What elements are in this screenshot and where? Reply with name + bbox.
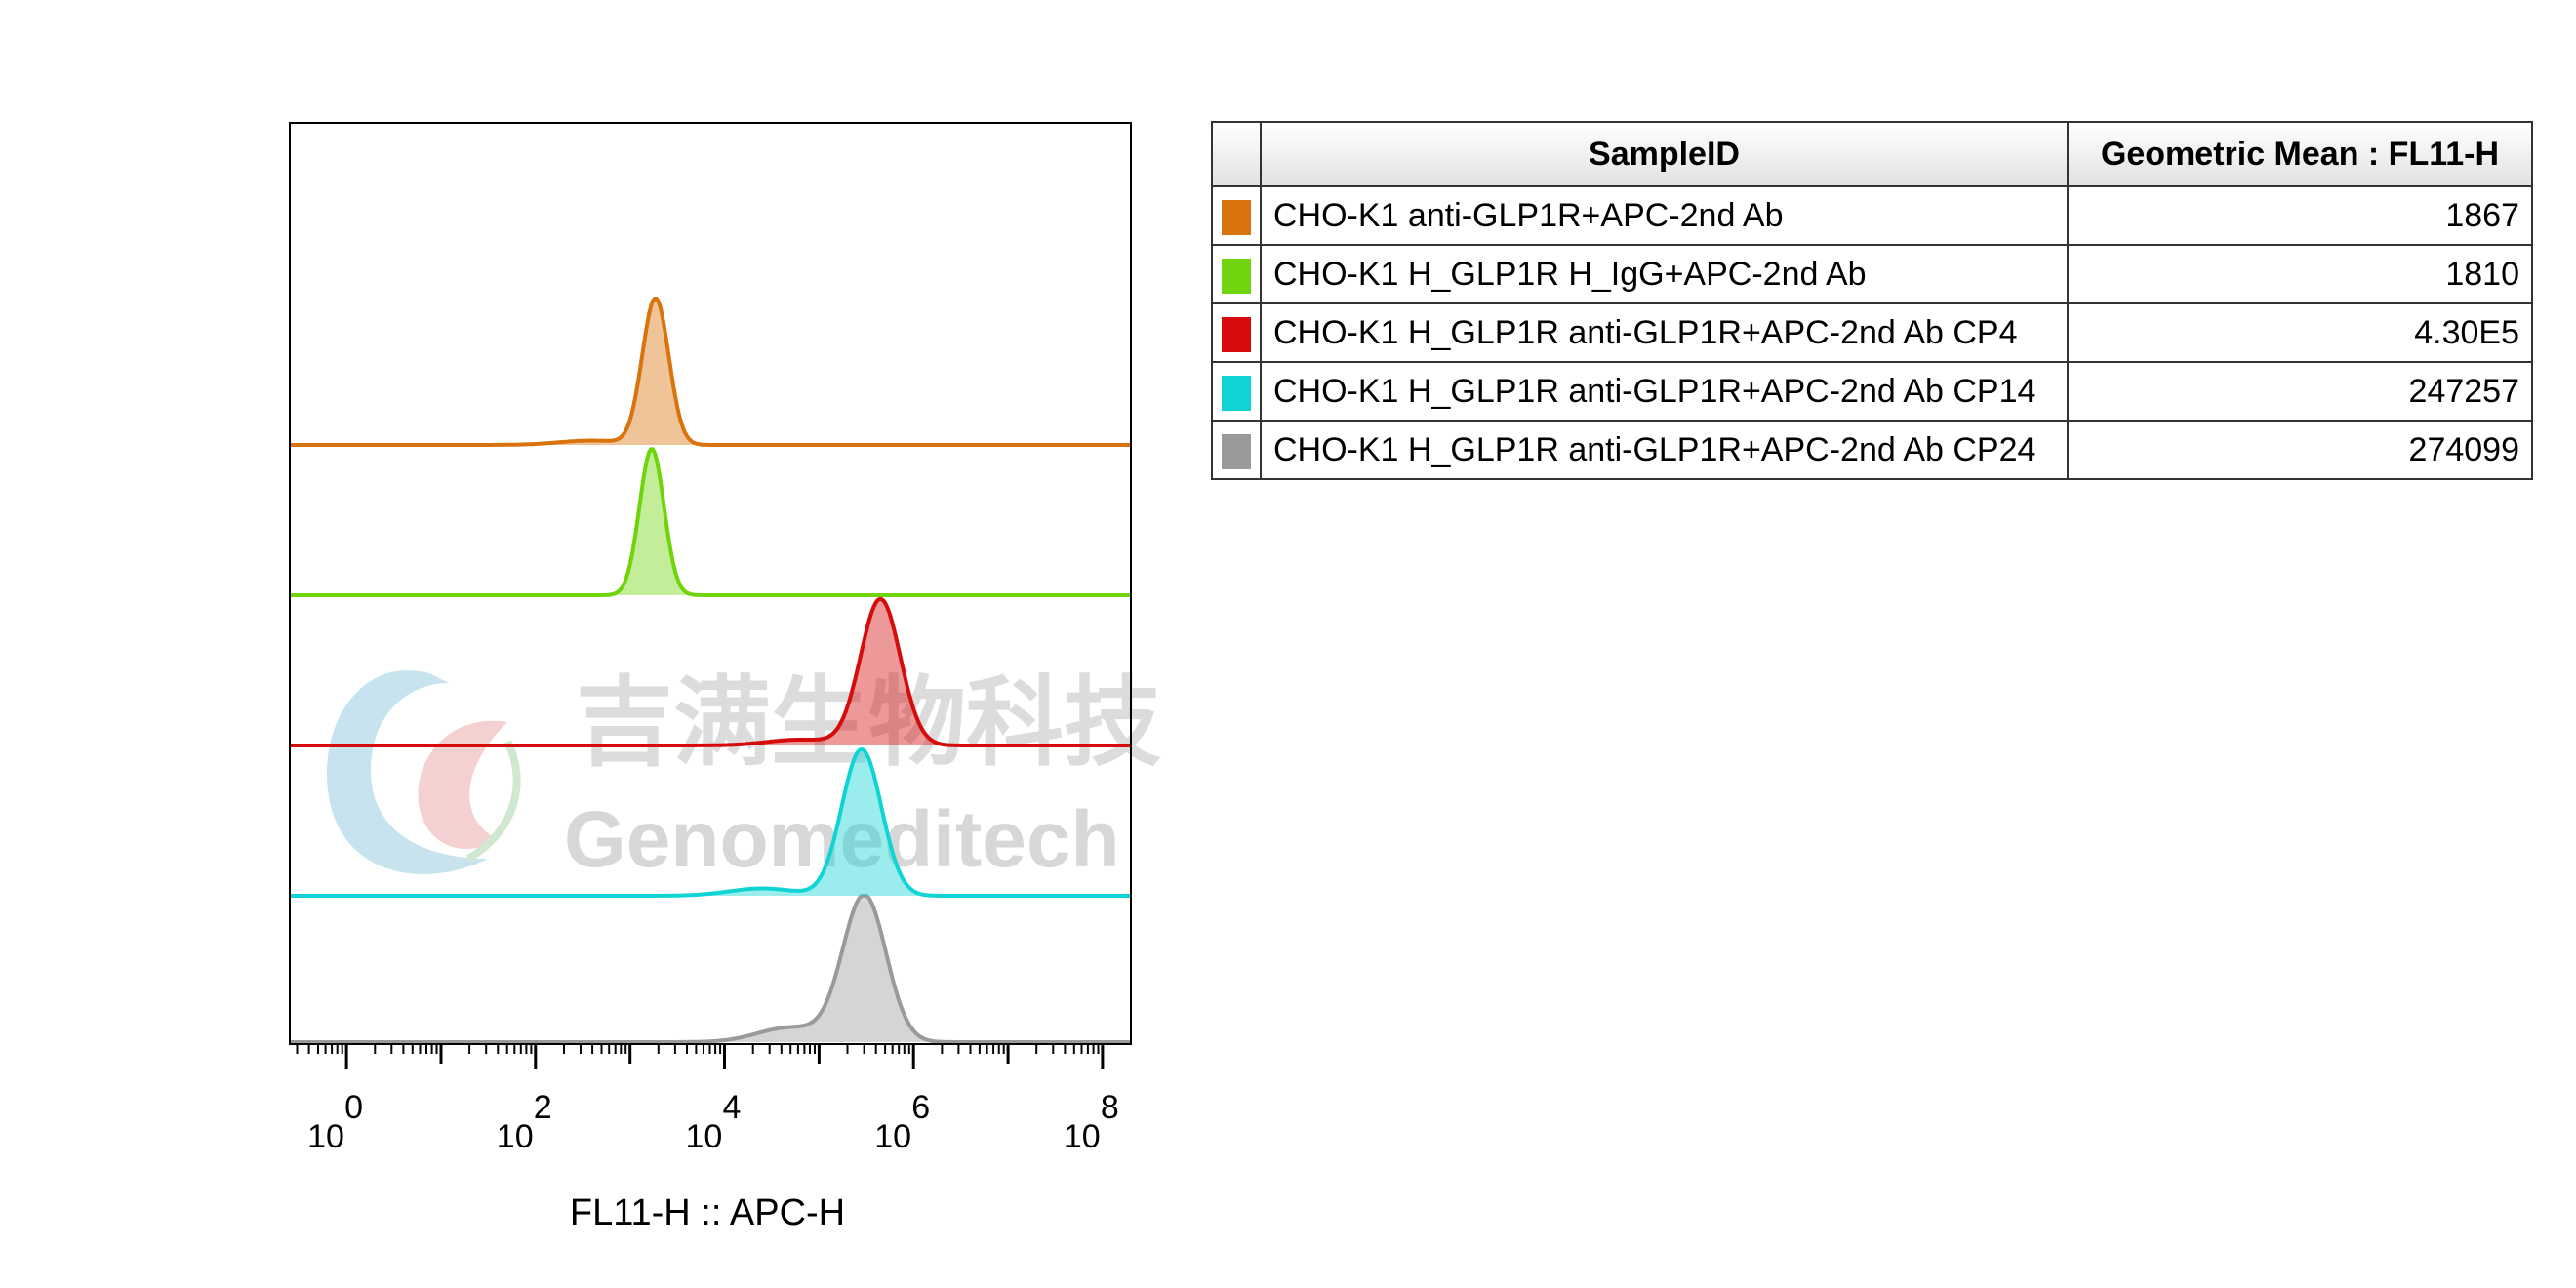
header-swatch	[1211, 121, 1262, 187]
tick-exponent: 6	[911, 1089, 930, 1126]
watermark: 吉满生物科技 Genomeditech	[326, 665, 1161, 884]
histogram-fill	[290, 896, 1131, 1042]
geometric-mean-cell: 247257	[2067, 361, 2533, 422]
histogram-series-1	[290, 447, 1131, 597]
tick-base: 10	[686, 1118, 723, 1155]
geometric-mean-cell: 274099	[2067, 420, 2533, 480]
geometric-mean-cell: 1867	[2067, 185, 2533, 246]
x-tick-label: 100	[307, 1089, 363, 1155]
x-tick-label: 102	[497, 1089, 552, 1155]
color-swatch	[1222, 433, 1251, 469]
x-tick-label: 104	[686, 1089, 742, 1155]
histogram-series-3	[290, 747, 1131, 898]
histogram-line	[290, 747, 1131, 898]
x-axis-ticks	[296, 1044, 1105, 1069]
histogram-line	[290, 894, 1131, 1044]
tick-base: 10	[307, 1118, 344, 1155]
x-axis-label: FL11-H :: APC-H	[570, 1192, 845, 1233]
sample-id-cell: CHO-K1 H_GLP1R anti-GLP1R+APC-2nd Ab CP4	[1260, 302, 2069, 363]
tick-exponent: 0	[344, 1089, 363, 1126]
sample-id-cell: CHO-K1 H_GLP1R anti-GLP1R+APC-2nd Ab CP2…	[1260, 420, 2069, 480]
histogram-line	[290, 597, 1131, 747]
tick-exponent: 8	[1101, 1089, 1119, 1126]
series-layer	[290, 297, 1131, 1044]
tick-exponent: 2	[534, 1089, 552, 1126]
table-row: CHO-K1 H_GLP1R H_IgG+APC-2nd Ab 1810	[1211, 244, 2533, 304]
histogram-fill	[290, 299, 1131, 445]
tick-exponent: 4	[723, 1089, 742, 1126]
histogram-series-0	[290, 297, 1131, 447]
sample-id-cell: CHO-K1 H_GLP1R H_IgG+APC-2nd Ab	[1260, 244, 2069, 304]
histogram-line	[290, 297, 1131, 447]
watermark-logo-icon	[326, 670, 521, 874]
table-row: CHO-K1 H_GLP1R anti-GLP1R+APC-2nd Ab CP1…	[1211, 361, 2533, 422]
swatch-cell	[1211, 302, 1262, 363]
swatch-cell	[1211, 244, 1262, 304]
sample-id-cell: CHO-K1 H_GLP1R anti-GLP1R+APC-2nd Ab CP1…	[1260, 361, 2069, 422]
statistics-table: SampleID Geometric Mean : FL11-H CHO-K1 …	[1211, 121, 2533, 480]
tick-base: 10	[874, 1118, 911, 1155]
color-swatch	[1222, 199, 1251, 235]
sample-id-cell: CHO-K1 anti-GLP1R+APC-2nd Ab	[1260, 185, 2069, 246]
tick-base: 10	[497, 1118, 534, 1155]
table-row: CHO-K1 H_GLP1R anti-GLP1R+APC-2nd Ab CP4…	[1211, 302, 2533, 363]
swatch-cell	[1211, 185, 1262, 246]
x-tick-label: 108	[1064, 1089, 1119, 1155]
histogram-line	[290, 447, 1131, 597]
histogram-series-4	[290, 894, 1131, 1044]
header-sample-id: SampleID	[1260, 121, 2069, 187]
geometric-mean-cell: 1810	[2067, 244, 2533, 304]
swatch-cell	[1211, 361, 1262, 422]
color-swatch	[1222, 375, 1251, 411]
plot-frame	[289, 122, 1132, 1045]
table-header-row: SampleID Geometric Mean : FL11-H	[1211, 121, 2533, 187]
table-row: CHO-K1 anti-GLP1R+APC-2nd Ab 1867	[1211, 185, 2533, 246]
histogram-fill	[290, 449, 1131, 595]
header-geometric-mean: Geometric Mean : FL11-H	[2067, 121, 2533, 187]
color-swatch	[1222, 316, 1251, 352]
geometric-mean-cell: 4.30E5	[2067, 302, 2533, 363]
color-swatch	[1222, 258, 1251, 294]
table-row: CHO-K1 H_GLP1R anti-GLP1R+APC-2nd Ab CP2…	[1211, 420, 2533, 480]
swatch-cell	[1211, 420, 1262, 480]
histogram-series-2	[290, 597, 1131, 747]
tick-base: 10	[1064, 1118, 1101, 1155]
x-tick-label: 106	[874, 1089, 930, 1155]
